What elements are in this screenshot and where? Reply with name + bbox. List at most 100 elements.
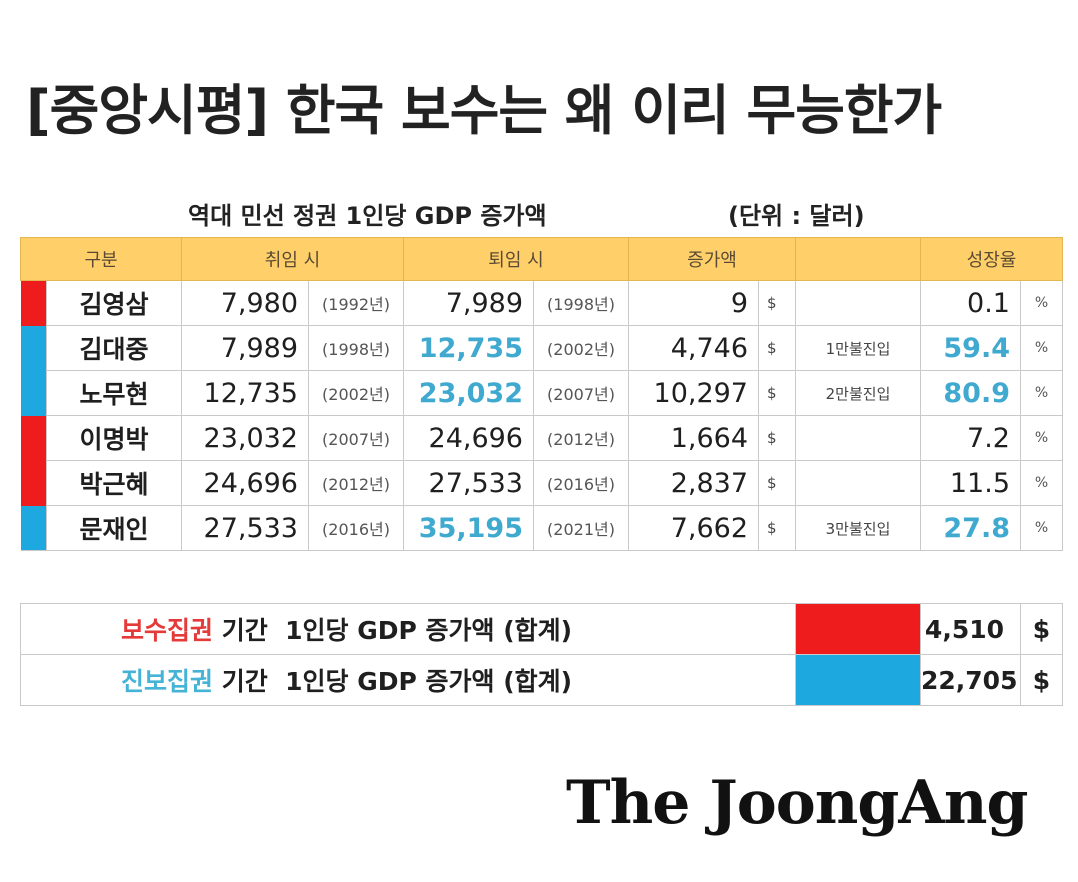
party-swatch (20, 460, 47, 506)
headline: [중앙시평] 한국 보수는 왜 이리 무능한가 (26, 79, 942, 142)
summary-value: 22,705 (920, 654, 1021, 706)
summary-label-rest: 기간 1인당 GDP 증가액 (합계) (213, 616, 573, 645)
unit-label: (단위 : 달러) (728, 202, 865, 230)
growth-rate: 59.4 (920, 325, 1021, 371)
gdp-table: 구분 취임 시 퇴임 시 증가액 성장율 김영삼 7,980 (1992년) 7,98… (20, 237, 1063, 706)
percent-sign: % (1020, 505, 1063, 551)
percent-sign: % (1020, 460, 1063, 506)
party-swatch (20, 280, 47, 326)
spacer-row (20, 550, 1063, 604)
table-row: 문재인 27,533 (2016년) 35,195 (2021년) 7,662 $3만불진입… (20, 505, 1063, 551)
end-year: (2016년) (533, 460, 629, 506)
end-gdp: 7,989 (403, 280, 534, 326)
milestone-note: 2만불진입 (795, 370, 921, 416)
start-gdp: 7,989 (181, 325, 309, 371)
start-year: (1998년) (308, 325, 404, 371)
header-start: 취임 시 (181, 237, 404, 281)
table-header-row: 구분 취임 시 퇴임 시 증가액 성장율 (20, 237, 1063, 281)
summary-dollar: $ (1020, 603, 1063, 655)
growth-rate: 11.5 (920, 460, 1021, 506)
milestone-note: 1만불진입 (795, 325, 921, 371)
end-gdp: 12,735 (403, 325, 534, 371)
summary-swatch (795, 603, 921, 655)
dollar-sign: $ (758, 325, 796, 371)
table-row: 김대중 7,989 (1998년) 12,735 (2002년) 4,746 $1만불진입 5… (20, 325, 1063, 371)
gdp-increase: 7,662 (628, 505, 759, 551)
start-gdp: 7,980 (181, 280, 309, 326)
start-year: (2002년) (308, 370, 404, 416)
president-name: 문재인 (46, 505, 182, 551)
percent-sign: % (1020, 370, 1063, 416)
summary-value: 4,510 (920, 603, 1021, 655)
summary-row: 진보집권 기간 1인당 GDP 증가액 (합계) 22,705 $ (20, 654, 1063, 706)
gdp-increase: 4,746 (628, 325, 759, 371)
party-swatch (20, 415, 47, 461)
summary-label-rest: 기간 1인당 GDP 증가액 (합계) (213, 667, 573, 696)
table-caption: 역대 민선 정권 1인당 GDP 증가액 (188, 202, 547, 230)
end-gdp: 23,032 (403, 370, 534, 416)
summary-label-colored: 진보집권 (121, 667, 214, 696)
header-increase: 증가액 (628, 237, 796, 281)
table-row: 박근혜 24,696 (2012년) 27,533 (2016년) 2,837 $11.5% (20, 460, 1063, 506)
start-year: (2012년) (308, 460, 404, 506)
dollar-sign: $ (758, 280, 796, 326)
president-name: 박근혜 (46, 460, 182, 506)
summary-label-colored: 보수집권 (121, 616, 214, 645)
growth-rate: 27.8 (920, 505, 1021, 551)
table-row: 이명박 23,032 (2007년) 24,696 (2012년) 1,664 $7.2% (20, 415, 1063, 461)
milestone-note (795, 280, 921, 326)
president-name: 노무현 (46, 370, 182, 416)
dollar-sign: $ (758, 505, 796, 551)
end-year: (2002년) (533, 325, 629, 371)
joongang-logo: The JoongAng (566, 768, 1028, 838)
end-gdp: 35,195 (403, 505, 534, 551)
president-name: 이명박 (46, 415, 182, 461)
milestone-note: 3만불진입 (795, 505, 921, 551)
president-name: 김대중 (46, 325, 182, 371)
header-note (795, 237, 921, 281)
start-year: (1992년) (308, 280, 404, 326)
gdp-increase: 10,297 (628, 370, 759, 416)
summary-label: 진보집권 기간 1인당 GDP 증가액 (합계) (20, 654, 796, 706)
summary-swatch (795, 654, 921, 706)
dollar-sign: $ (758, 415, 796, 461)
gdp-increase: 9 (628, 280, 759, 326)
end-gdp: 24,696 (403, 415, 534, 461)
dollar-sign: $ (758, 460, 796, 506)
start-gdp: 27,533 (181, 505, 309, 551)
growth-rate: 80.9 (920, 370, 1021, 416)
table-row: 김영삼 7,980 (1992년) 7,989 (1998년) 9 $0.1% (20, 280, 1063, 326)
dollar-sign: $ (758, 370, 796, 416)
party-swatch (20, 325, 47, 371)
summary-row: 보수집권 기간 1인당 GDP 증가액 (합계) 4,510 $ (20, 603, 1063, 655)
percent-sign: % (1020, 280, 1063, 326)
start-gdp: 24,696 (181, 460, 309, 506)
header-growth: 성장율 (920, 237, 1063, 281)
president-name: 김영삼 (46, 280, 182, 326)
growth-rate: 0.1 (920, 280, 1021, 326)
end-year: (1998년) (533, 280, 629, 326)
summary-label: 보수집권 기간 1인당 GDP 증가액 (합계) (20, 603, 796, 655)
percent-sign: % (1020, 325, 1063, 371)
start-gdp: 23,032 (181, 415, 309, 461)
end-year: (2012년) (533, 415, 629, 461)
spacer-cell (20, 550, 1063, 604)
gdp-increase: 2,837 (628, 460, 759, 506)
header-category: 구분 (20, 237, 182, 281)
gdp-increase: 1,664 (628, 415, 759, 461)
header-end: 퇴임 시 (403, 237, 629, 281)
start-year: (2007년) (308, 415, 404, 461)
percent-sign: % (1020, 415, 1063, 461)
milestone-note (795, 415, 921, 461)
end-year: (2021년) (533, 505, 629, 551)
milestone-note (795, 460, 921, 506)
party-swatch (20, 505, 47, 551)
start-gdp: 12,735 (181, 370, 309, 416)
end-year: (2007년) (533, 370, 629, 416)
end-gdp: 27,533 (403, 460, 534, 506)
start-year: (2016년) (308, 505, 404, 551)
table-row: 노무현 12,735 (2002년) 23,032 (2007년) 10,297 $2만불진… (20, 370, 1063, 416)
party-swatch (20, 370, 47, 416)
growth-rate: 7.2 (920, 415, 1021, 461)
summary-dollar: $ (1020, 654, 1063, 706)
